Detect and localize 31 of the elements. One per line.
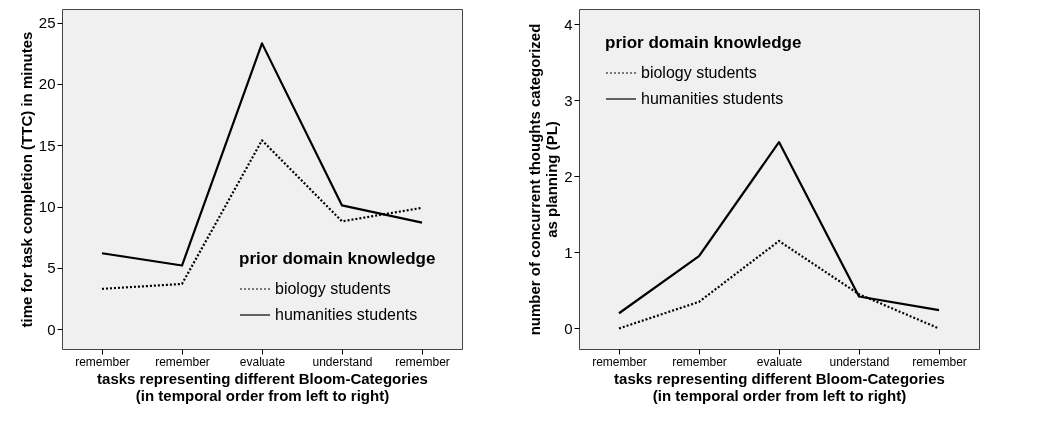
y-axis-title: time for task completion (TTC) in minutes (17, 31, 35, 328)
y-tick-label: 4 (564, 15, 573, 33)
y-tick-label: 3 (564, 91, 573, 109)
x-tick-label: remember (912, 354, 967, 369)
legend-title: prior domain knowledge (605, 33, 802, 52)
legend-label: humanities students (275, 306, 418, 323)
x-tick-label: remember (75, 354, 130, 369)
x-tick-label: remember (592, 354, 647, 369)
x-axis-title: tasks representing different Bloom-Categories (in temporal order from left to right) (97, 369, 428, 404)
legend-title: prior domain knowledge (239, 249, 436, 268)
x-axis-title: tasks representing different Bloom-Categories (in temporal order from left to right) (614, 369, 945, 404)
x-tick-label: remember (155, 354, 210, 369)
y-tick-label: 10 (38, 198, 56, 216)
x-tick-label: evaluate (756, 354, 803, 369)
x-tick-label: remember (672, 354, 727, 369)
y-tick-label: 0 (564, 319, 573, 337)
legend-label: biology students (641, 64, 757, 81)
y-tick-label: 25 (38, 14, 56, 31)
y-tick-label: 1 (564, 243, 573, 261)
y-tick-label: 15 (38, 136, 56, 154)
y-tick-label: 0 (47, 320, 56, 338)
y-tick-label: 20 (38, 75, 56, 93)
x-tick-label: evaluate (239, 354, 286, 369)
legend-label: humanities students (641, 90, 784, 107)
y-tick-label: 2 (564, 167, 573, 185)
x-tick-label: remember (395, 354, 450, 369)
x-tick-label: understand (829, 354, 890, 369)
legend-label: biology students (275, 280, 391, 297)
y-tick-label: 5 (47, 259, 56, 277)
x-tick-label: understand (312, 354, 373, 369)
y-axis-title: number of concurrent thoughts categorized as planning (PL) (526, 23, 561, 336)
